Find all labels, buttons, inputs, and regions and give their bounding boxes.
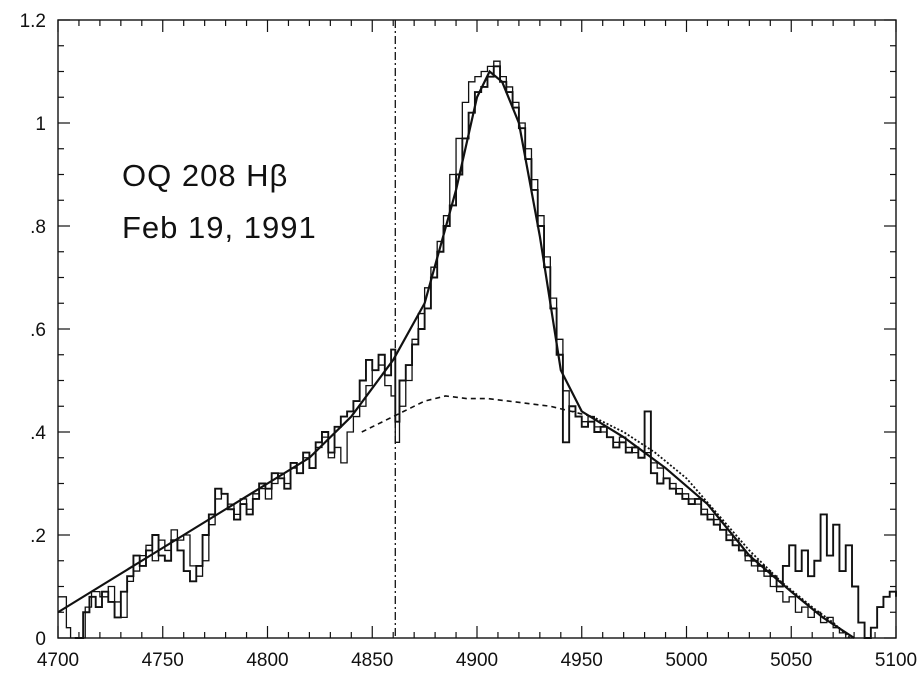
x-tick-label: 5050 [770, 650, 812, 671]
y-tick-label: 0 [35, 629, 46, 650]
x-tick-label: 4700 [37, 650, 79, 671]
series-smooth-fit [57, 69, 855, 639]
x-tick-label: 5100 [875, 650, 917, 671]
y-tick-label: .6 [30, 320, 46, 341]
y-tick-label: 1 [35, 114, 46, 135]
y-tick-label: 1.2 [20, 11, 46, 32]
series-step-thin [58, 60, 855, 639]
x-tick-label: 4900 [456, 650, 498, 671]
plot-frame [57, 19, 897, 639]
spectrum-series [57, 60, 897, 639]
x-tick-label: 4750 [142, 650, 184, 671]
axis-ticks [57, 19, 897, 639]
series-dotted [591, 415, 851, 639]
annotation-date: Feb 19, 1991 [122, 210, 317, 245]
annotation-object: OQ 208 Hβ [122, 158, 288, 193]
x-tick-label: 4850 [351, 650, 393, 671]
y-tick-label: .8 [30, 217, 46, 238]
x-tick-label: 5000 [665, 650, 707, 671]
x-tick-labels: 4700 4750 4800 4850 4900 4950 5000 5050 5100 [37, 650, 917, 671]
y-tick-labels: 0 .2 .4 .6 .8 1 1.2 [20, 11, 47, 650]
series-dashed [361, 395, 593, 433]
y-tick-label: .2 [30, 526, 46, 547]
x-tick-label: 4950 [561, 650, 603, 671]
x-tick-label: 4800 [246, 650, 288, 671]
y-tick-label: .4 [30, 423, 46, 444]
series-step-bold [74, 65, 897, 639]
